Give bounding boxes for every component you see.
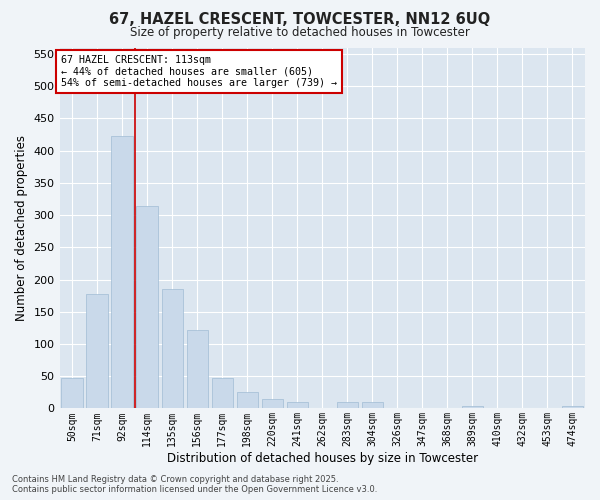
Bar bbox=[112, 136, 133, 408]
Bar bbox=[61, 378, 83, 408]
Bar bbox=[262, 400, 283, 408]
X-axis label: Distribution of detached houses by size in Towcester: Distribution of detached houses by size … bbox=[167, 452, 478, 465]
Text: Size of property relative to detached houses in Towcester: Size of property relative to detached ho… bbox=[130, 26, 470, 39]
Text: 67, HAZEL CRESCENT, TOWCESTER, NN12 6UQ: 67, HAZEL CRESCENT, TOWCESTER, NN12 6UQ bbox=[109, 12, 491, 28]
Bar bbox=[287, 402, 308, 408]
Bar bbox=[161, 288, 183, 408]
Bar bbox=[236, 392, 258, 408]
Bar bbox=[337, 402, 358, 408]
Y-axis label: Number of detached properties: Number of detached properties bbox=[15, 135, 28, 321]
Bar bbox=[86, 294, 108, 408]
Bar bbox=[362, 402, 383, 408]
Bar bbox=[462, 406, 483, 408]
Bar bbox=[136, 206, 158, 408]
Bar bbox=[562, 406, 583, 408]
Text: Contains HM Land Registry data © Crown copyright and database right 2025.
Contai: Contains HM Land Registry data © Crown c… bbox=[12, 474, 377, 494]
Bar bbox=[212, 378, 233, 408]
Text: 67 HAZEL CRESCENT: 113sqm
← 44% of detached houses are smaller (605)
54% of semi: 67 HAZEL CRESCENT: 113sqm ← 44% of detac… bbox=[61, 55, 337, 88]
Bar bbox=[187, 330, 208, 408]
